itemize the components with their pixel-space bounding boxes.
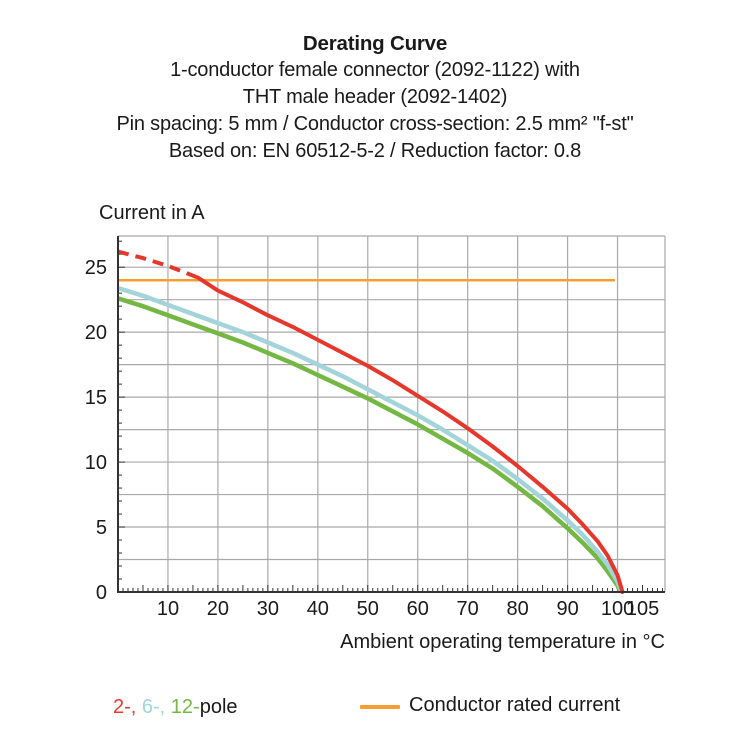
chart-title: Derating Curve [302,32,448,55]
x-tick-label: 90 [556,598,578,620]
x-tick-label: 105 [626,598,659,620]
legend-pole-label: 6-, [136,696,166,718]
y-tick-label: 15 [85,387,107,409]
x-tick-label: 70 [457,598,479,620]
chart-subtitle-2: THT male header (2092-1402) [242,86,508,108]
chart-legend: 2-, 6-, 12-pole Conductor rated current [0,694,750,724]
chart-subtitle-3: Pin spacing: 5 mm / Conductor cross-sect… [116,113,634,135]
legend-poles: 2-, 6-, 12-pole [113,696,238,719]
legend-pole-label: 12- [165,696,200,718]
x-axis-title: Ambient operating temperature in °C [340,631,665,653]
y-tick-label: 0 [96,582,107,604]
x-tick-label: 50 [357,598,379,620]
y-tick-label: 20 [85,322,107,344]
x-tick-label: 60 [407,598,429,620]
x-tick-label: 30 [257,598,279,620]
x-tick-label: 40 [307,598,329,620]
legend-pole-label: 2-, [113,696,137,718]
x-tick-label: 80 [507,598,529,620]
y-tick-label: 25 [85,257,107,279]
x-tick-label: 10 [157,598,179,620]
chart-subtitle-1: 1-conductor female connector (2092-1122)… [170,59,580,81]
y-axis-title: Current in A [99,202,205,224]
chart-title-block: Derating Curve 1-conductor female connec… [0,30,750,165]
chart-subtitle-4: Based on: EN 60512-5-2 / Reduction facto… [168,140,582,162]
legend-pole-label: pole [199,696,238,718]
y-tick-label: 10 [85,452,107,474]
x-tick-label: 20 [207,598,229,620]
rated-current-line-swatch [360,704,400,709]
legend-rated-label: Conductor rated current [409,694,621,716]
x-tick-label: 100 [601,598,634,620]
legend-rated: Conductor rated current [360,694,620,717]
y-tick-label: 5 [96,517,107,539]
